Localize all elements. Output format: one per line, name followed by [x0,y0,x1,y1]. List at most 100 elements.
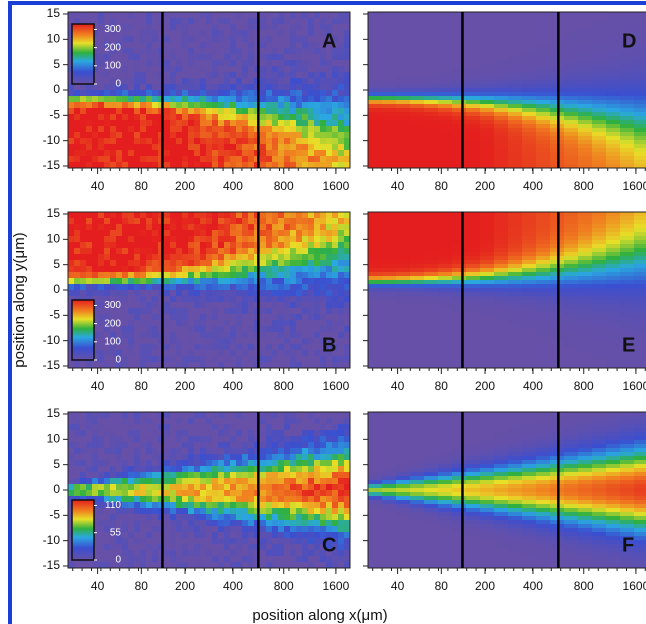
heatmap-cell [218,24,225,31]
heatmap-cell [308,356,315,363]
heatmap-cell [188,472,195,479]
heatmap-cell [326,218,333,225]
heatmap-cell [272,314,279,321]
heatmap-cell [140,320,147,327]
heatmap-cell [212,538,219,545]
heatmap-cell [278,36,285,43]
heatmap-cell [164,90,171,97]
heatmap-cell [338,48,345,55]
heatmap-cell [438,48,453,53]
heatmap-cell [382,72,397,77]
heatmap-cell [320,272,327,279]
heatmap-cell [508,240,523,245]
heatmap-cell [92,472,99,479]
heatmap-cell [122,12,129,19]
heatmap-cell [134,18,141,25]
heatmap-cell [176,424,183,431]
heatmap-cell [466,324,481,329]
heatmap-cell [68,218,75,225]
heatmap-cell [564,280,579,285]
heatmap-cell [242,144,249,151]
heatmap-cell [242,236,249,243]
heatmap-cell [320,260,327,267]
heatmap-cell [140,78,147,85]
heatmap-cell [494,12,509,17]
heatmap-cell [74,90,81,97]
heatmap-cell [522,336,537,341]
heatmap-cell [578,64,593,69]
heatmap-cell [620,128,635,133]
heatmap-cell [606,116,621,121]
heatmap-cell [206,290,213,297]
heatmap-cell [176,460,183,467]
heatmap-cell [266,36,273,43]
heatmap-cell [620,76,635,81]
heatmap-cell [266,126,273,133]
heatmap-cell [170,344,177,351]
heatmap-cell [508,328,523,333]
heatmap-cell [452,312,467,317]
heatmap-cell [438,156,453,161]
heatmap-cell [338,60,345,67]
heatmap-cell [272,272,279,279]
heatmap-cell [266,296,273,303]
heatmap-cell [424,96,439,101]
heatmap-cell [578,300,593,305]
heatmap-cell [170,430,177,437]
heatmap-cell [620,220,635,225]
heatmap-cell [606,80,621,85]
heatmap-cell [236,350,243,357]
heatmap-cell [230,260,237,267]
heatmap-cell [134,260,141,267]
heatmap-cell [326,54,333,61]
heatmap-cell [86,442,93,449]
heatmap-cell [578,224,593,229]
heatmap-cell [80,230,87,237]
heatmap-cell [620,52,635,57]
heatmap-cell [200,126,207,133]
heatmap-cell [164,326,171,333]
heatmap-cell [242,248,249,255]
heatmap-cell [338,224,345,231]
heatmap-cell [480,116,495,121]
heatmap-cell [152,502,159,509]
heatmap-cell [278,144,285,151]
heatmap-cell [170,242,177,249]
heatmap-cell [368,80,383,85]
heatmap-cell [218,144,225,151]
heatmap-cell [284,332,291,339]
heatmap-cell [620,248,635,253]
heatmap-cell [164,502,171,509]
heatmap-cell [152,212,159,219]
heatmap-cell [218,272,225,279]
heatmap-cell [110,544,117,551]
heatmap-cell [206,496,213,503]
heatmap-cell [182,496,189,503]
heatmap-cell [606,40,621,45]
heatmap-cell [110,242,117,249]
heatmap-cell [368,344,383,349]
heatmap-cell [308,230,315,237]
heatmap-cell [122,520,129,527]
heatmap-cell [182,448,189,455]
heatmap-cell [508,336,523,341]
heatmap-cell [592,24,607,29]
heatmap-cell [494,88,509,93]
heatmap-cell [68,290,75,297]
heatmap-cell [452,28,467,33]
heatmap-cell [522,108,537,113]
heatmap-cell [382,84,397,89]
heatmap-cell [508,140,523,145]
heatmap-cell [176,418,183,425]
heatmap-cell [308,78,315,85]
heatmap-cell [284,320,291,327]
x-tick-label: 40 [91,179,105,193]
heatmap-cell [74,212,81,219]
heatmap-cell [452,16,467,21]
heatmap-cell [122,448,129,455]
heatmap-cell [522,156,537,161]
heatmap-cell [272,36,279,43]
heatmap-cell [296,30,303,37]
heatmap-cell [272,266,279,273]
heatmap-cell [410,116,425,121]
